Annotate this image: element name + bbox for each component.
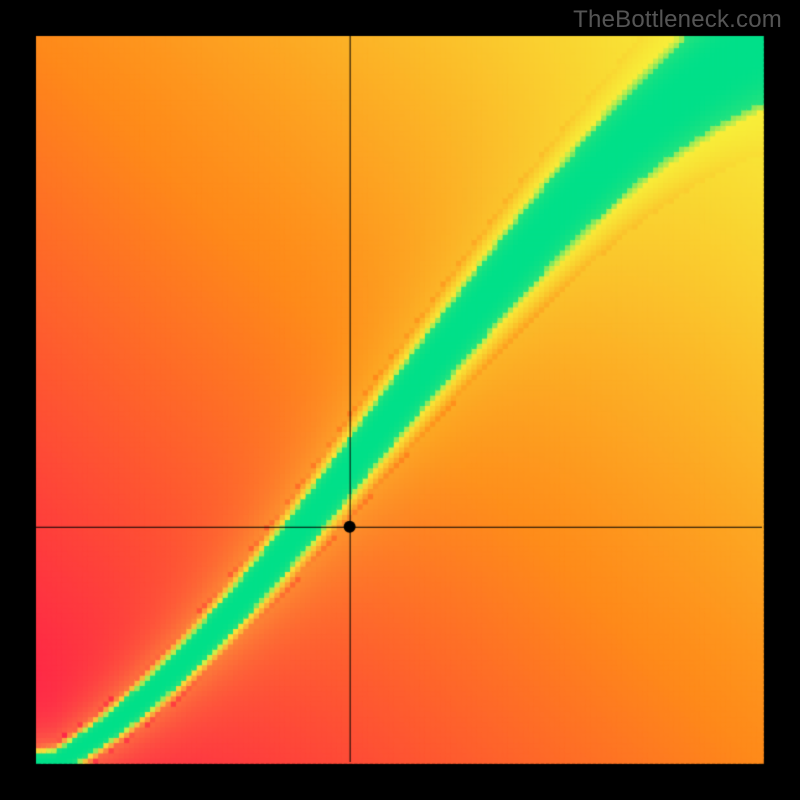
- chart-container: TheBottleneck.com: [0, 0, 800, 800]
- heatmap-canvas: [0, 0, 800, 800]
- watermark-text: TheBottleneck.com: [573, 6, 782, 34]
